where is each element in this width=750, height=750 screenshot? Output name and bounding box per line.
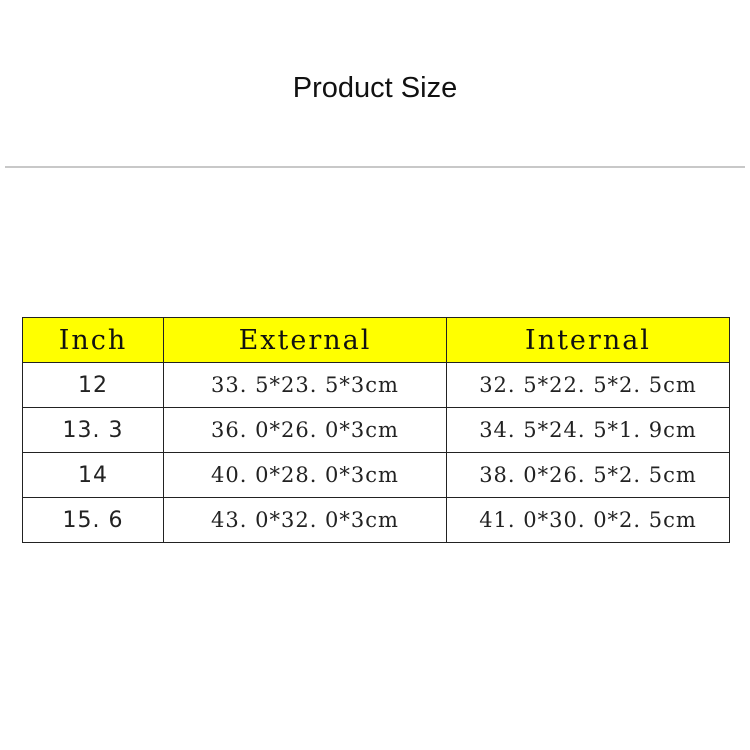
cell-external: 36. 0*26. 0*3cm bbox=[163, 407, 447, 453]
cell-external: 43. 0*32. 0*3cm bbox=[163, 497, 447, 543]
header-inch: Inch bbox=[22, 317, 164, 363]
cell-internal: 41. 0*30. 0*2. 5cm bbox=[446, 497, 730, 543]
cell-inch: 14 bbox=[22, 452, 164, 498]
table-row: 15. 6 43. 0*32. 0*3cm 41. 0*30. 0*2. 5cm bbox=[22, 497, 730, 543]
cell-external: 40. 0*28. 0*3cm bbox=[163, 452, 447, 498]
header-external: External bbox=[163, 317, 447, 363]
table-row: 13. 3 36. 0*26. 0*3cm 34. 5*24. 5*1. 9cm bbox=[22, 407, 730, 453]
size-table: Inch External Internal 12 33. 5*23. 5*3c… bbox=[22, 317, 730, 543]
cell-internal: 32. 5*22. 5*2. 5cm bbox=[446, 362, 730, 408]
cell-inch: 12 bbox=[22, 362, 164, 408]
page-title: Product Size bbox=[292, 72, 458, 104]
header-row: Inch External Internal bbox=[22, 317, 730, 363]
cell-inch: 15. 6 bbox=[22, 497, 164, 543]
cell-external: 33. 5*23. 5*3cm bbox=[163, 362, 447, 408]
cell-internal: 34. 5*24. 5*1. 9cm bbox=[446, 407, 730, 453]
divider bbox=[5, 166, 745, 168]
cell-inch: 13. 3 bbox=[22, 407, 164, 453]
cell-internal: 38. 0*26. 5*2. 5cm bbox=[446, 452, 730, 498]
table-row: 14 40. 0*28. 0*3cm 38. 0*26. 5*2. 5cm bbox=[22, 452, 730, 498]
table-row: 12 33. 5*23. 5*3cm 32. 5*22. 5*2. 5cm bbox=[22, 362, 730, 408]
header-internal: Internal bbox=[446, 317, 730, 363]
